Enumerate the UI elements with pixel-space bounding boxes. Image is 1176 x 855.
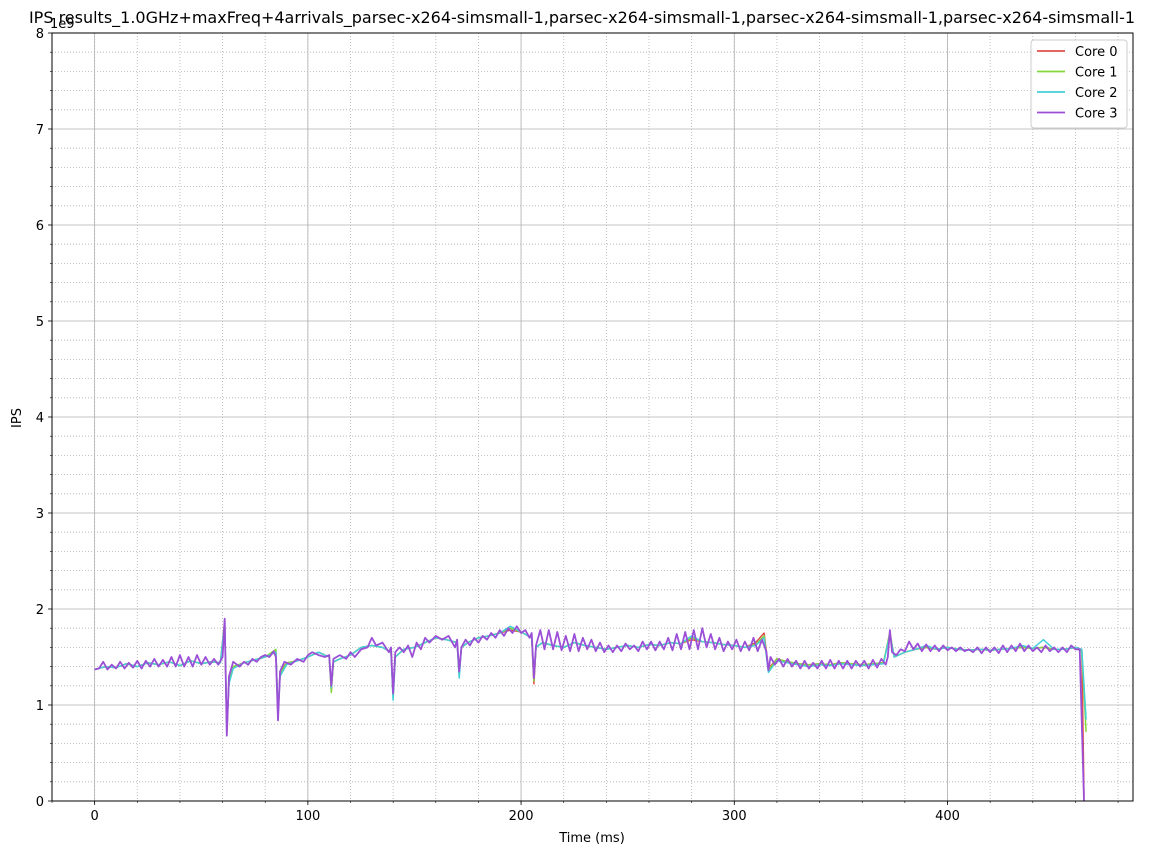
x-tick-label: 400 (935, 809, 960, 824)
x-tick-label: 0 (91, 809, 99, 824)
series-line-core-3 (94, 617, 1085, 802)
legend-label: Core 0 (1075, 45, 1118, 60)
y-axis-label: IPS (10, 408, 25, 428)
chart-title: IPS results_1.0GHz+maxFreq+4arrivals_par… (29, 8, 1135, 28)
legend-label: Core 3 (1075, 107, 1118, 122)
x-axis-label: Time (ms) (558, 831, 625, 846)
y-tick-label: 8 (36, 27, 44, 42)
series-layer (94, 617, 1087, 802)
axis-ticks: 0 100 200 300 400 0 1 2 3 4 5 6 7 8 (36, 27, 1119, 824)
x-tick-label: 100 (295, 809, 320, 824)
y-tick-label: 6 (36, 219, 44, 234)
y-axis-multiplier: 1e9 (50, 17, 75, 32)
y-tick-label: 5 (36, 315, 44, 330)
y-tick-label: 0 (36, 795, 44, 810)
series-line-core-2 (94, 621, 1087, 730)
x-tick-label: 300 (722, 809, 747, 824)
y-tick-label: 2 (36, 603, 44, 618)
x-tick-label: 200 (509, 809, 534, 824)
y-tick-label: 3 (36, 507, 44, 522)
y-tick-label: 1 (36, 699, 44, 714)
legend-label: Core 2 (1075, 86, 1118, 101)
legend-label: Core 1 (1075, 66, 1118, 81)
legend-box (1030, 39, 1128, 129)
y-tick-label: 7 (36, 123, 44, 138)
y-tick-label: 4 (36, 411, 44, 426)
chart-legend: Core 0 Core 1 Core 2 Core 3 (1030, 39, 1128, 129)
